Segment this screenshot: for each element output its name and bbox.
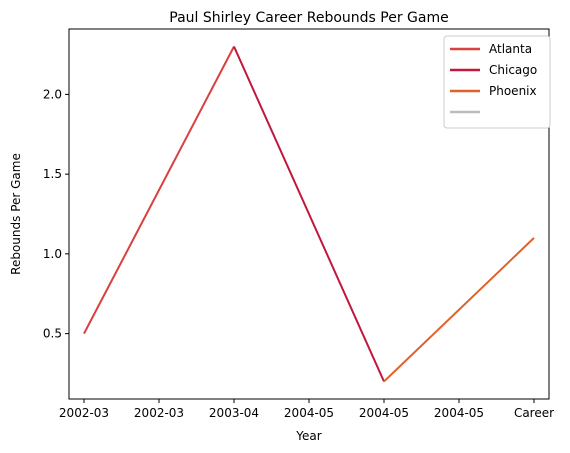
x-axis-label: Year (295, 429, 321, 443)
legend-box (443, 35, 551, 129)
y-tick-label: 1.5 (43, 167, 62, 181)
legend-label: Phoenix (489, 84, 537, 98)
series-line-atlanta (83, 46, 235, 335)
series-line-phoenix (383, 237, 535, 383)
x-tick-label: 2004-05 (284, 406, 334, 420)
x-tick-label: 2003-04 (209, 406, 259, 420)
y-tick-label: 2.0 (43, 87, 62, 101)
series-line-chicago (233, 46, 385, 382)
x-tick-label: 2004-05 (434, 406, 484, 420)
chart-title: Paul Shirley Career Rebounds Per Game (169, 10, 448, 26)
x-tick-label: 2004-05 (359, 406, 409, 420)
legend-label: Atlanta (489, 42, 532, 56)
y-tick-label: 0.5 (43, 327, 62, 341)
y-tick-label: 1.0 (43, 247, 62, 261)
x-tick-label: 2002-03 (134, 406, 184, 420)
x-tick-label: Career (514, 406, 554, 420)
legend: Atlanta Chicago Phoenix (443, 35, 551, 129)
x-tick-label: 2002-03 (59, 406, 109, 420)
y-axis-label: Rebounds Per Game (9, 153, 23, 275)
legend-label: Chicago (489, 63, 537, 77)
